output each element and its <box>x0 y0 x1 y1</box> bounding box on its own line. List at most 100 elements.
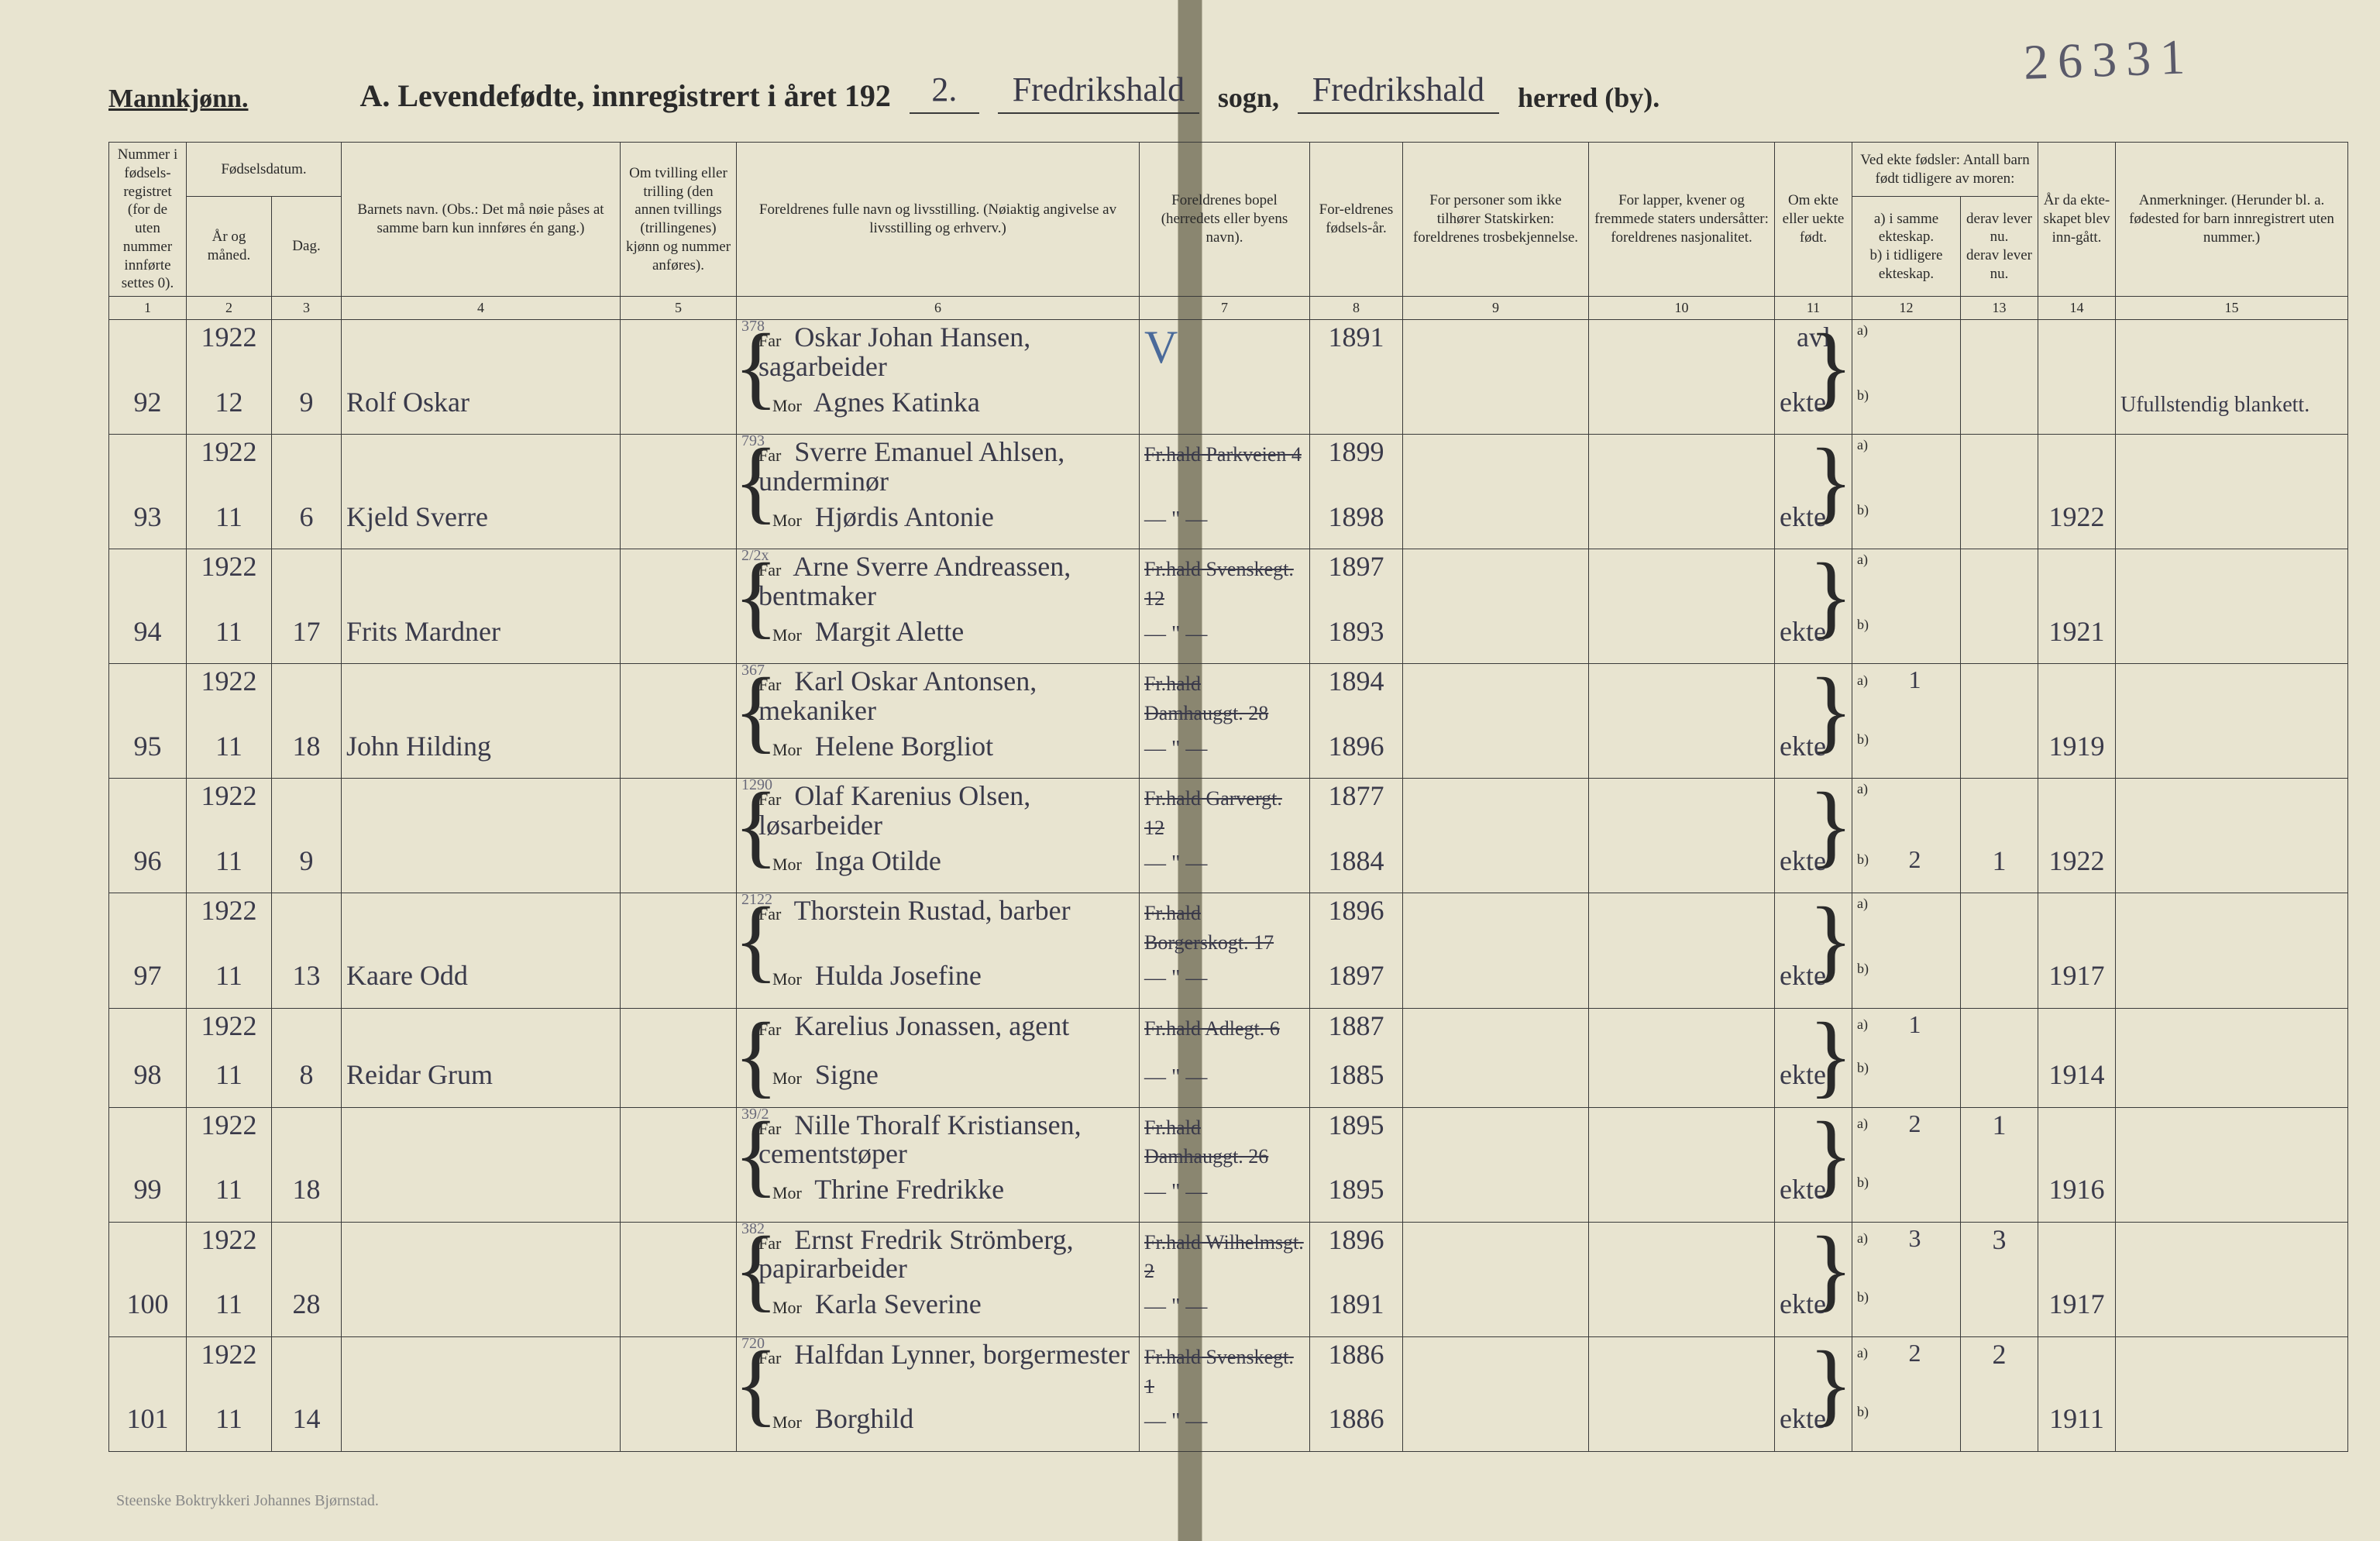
birth-day <box>272 1336 342 1402</box>
remarks <box>2116 320 2348 385</box>
child-name: Kjeld Sverre <box>342 500 621 549</box>
twin-info <box>621 893 737 958</box>
mother-birth-year: 1884 <box>1310 844 1403 893</box>
entry-row: 93116Kjeld SverreMor Hjørdis Antonie— " … <box>109 500 2348 549</box>
residence: — " — <box>1140 1287 1310 1336</box>
prev-children-a: a) <box>1852 549 1961 614</box>
col-15-head: Anmerkninger. (Herunder bl. a. fødested … <box>2116 143 2348 297</box>
entry-row: 971113Kaare OddMor Hulda Josefine— " —18… <box>109 958 2348 1008</box>
entry-number: 98 <box>109 1058 187 1107</box>
prev-children-b: b) <box>1852 1172 1961 1222</box>
table-head: Nummer i fødsels-registret (for de uten … <box>109 143 2348 320</box>
birth-year: 1922 <box>187 1336 272 1402</box>
birth-day <box>272 435 342 500</box>
colnum: 10 <box>1589 297 1775 320</box>
entry-row: 1922{2/2xFar Arne Sverre Andreassen, ben… <box>109 549 2348 614</box>
twin-info <box>621 614 737 664</box>
birth-year: 1922 <box>187 435 272 500</box>
col-9-head: For personer som ikke tilhører Statskirk… <box>1403 143 1589 297</box>
father-birth-year: 1886 <box>1310 1336 1403 1402</box>
legitimacy: } <box>1775 549 1852 614</box>
col-1-head: Nummer i fødsels-registret (for de uten … <box>109 143 187 297</box>
residence: — " — <box>1140 1402 1310 1451</box>
nationality <box>1589 1287 1775 1336</box>
birth-month: 12 <box>187 385 272 435</box>
remarks <box>2116 779 2348 844</box>
colnum: 12 <box>1852 297 1961 320</box>
remarks <box>2116 958 2348 1008</box>
entry-number: 101 <box>109 1402 187 1451</box>
col-13b: derav lever nu. <box>1966 246 2033 284</box>
father-birth-year: 1896 <box>1310 1222 1403 1287</box>
religion <box>1403 1336 1589 1402</box>
mother-birth-year: 1886 <box>1310 1402 1403 1451</box>
living-b <box>1961 614 2038 664</box>
remarks <box>2116 893 2348 958</box>
mother-birth-year: 1885 <box>1310 1058 1403 1107</box>
living-b <box>1961 1058 2038 1107</box>
birth-day: 28 <box>272 1287 342 1336</box>
birth-month: 11 <box>187 1287 272 1336</box>
entry-number: 96 <box>109 844 187 893</box>
mother-birth-year: 1897 <box>1310 958 1403 1008</box>
legitimacy: ekte <box>1775 1287 1852 1336</box>
residence: — " — <box>1140 614 1310 664</box>
religion <box>1403 1287 1589 1336</box>
birth-month: 11 <box>187 614 272 664</box>
child-name <box>342 779 621 844</box>
religion <box>1403 1008 1589 1058</box>
mother-line: Mor Thrine Fredrikke <box>737 1172 1140 1222</box>
colnum: 6 <box>737 297 1140 320</box>
entry-row: 1001128Mor Karla Severine— " —1891ekteb)… <box>109 1287 2348 1336</box>
birth-day <box>272 893 342 958</box>
entry-row: 98118Reidar GrumMor Signe— " —1885ekteb)… <box>109 1058 2348 1107</box>
entry-row: 1922{367Far Karl Oskar Antonsen, mekanik… <box>109 664 2348 729</box>
prev-children-a: a) <box>1852 320 1961 385</box>
father-line: {378Far Oskar Johan Hansen, sagarbeider <box>737 320 1140 385</box>
colnum: 3 <box>272 297 342 320</box>
father-line: {2/2xFar Arne Sverre Andreassen, bentmak… <box>737 549 1140 614</box>
living-a <box>1961 1008 2038 1058</box>
residence: Fr.hald Borgerskogt. 17 <box>1140 893 1310 958</box>
entry-row: 1922{1290Far Olaf Karenius Olsen, løsarb… <box>109 779 2348 844</box>
father-line: {793Far Sverre Emanuel Ahlsen, underminø… <box>737 435 1140 500</box>
marriage-year: 1914 <box>2038 1058 2116 1107</box>
mother-birth-year: 1893 <box>1310 614 1403 664</box>
sogn-label: sogn, <box>1218 81 1279 114</box>
child-name <box>342 664 621 729</box>
entry-number <box>109 549 187 614</box>
religion <box>1403 1172 1589 1222</box>
birth-month: 11 <box>187 1172 272 1222</box>
child-name: John Hilding <box>342 729 621 779</box>
nationality <box>1589 1058 1775 1107</box>
twin-info <box>621 385 737 435</box>
marriage-year <box>2038 1008 2116 1058</box>
mother-line: Mor Helene Borgliot <box>737 729 1140 779</box>
remarks <box>2116 1336 2348 1402</box>
prev-children-a: a) <box>1852 435 1961 500</box>
residence: Fr.hald Parkveien 4 <box>1140 435 1310 500</box>
legitimacy: ekte <box>1775 958 1852 1008</box>
mother-line: Mor Borghild <box>737 1402 1140 1451</box>
col-13-head: derav lever nu. derav lever nu. <box>1961 197 2038 297</box>
twin-info <box>621 1402 737 1451</box>
remarks <box>2116 614 2348 664</box>
mother-line: Mor Karla Severine <box>737 1287 1140 1336</box>
residence: — " — <box>1140 1172 1310 1222</box>
birth-day: 17 <box>272 614 342 664</box>
nationality <box>1589 1402 1775 1451</box>
child-name <box>342 844 621 893</box>
birth-day: 14 <box>272 1402 342 1451</box>
prev-children-b: b) <box>1852 614 1961 664</box>
birth-month: 11 <box>187 500 272 549</box>
mother-line: Mor Agnes Katinka <box>737 385 1140 435</box>
father-line: {1290Far Olaf Karenius Olsen, løsarbeide… <box>737 779 1140 844</box>
religion <box>1403 320 1589 385</box>
father-line: {720Far Halfdan Lynner, borgermester <box>737 1336 1140 1402</box>
twin-info <box>621 320 737 385</box>
col-10-head: For lapper, kvener og fremmede staters u… <box>1589 143 1775 297</box>
entry-row: 1922{2122Far Thorstein Rustad, barberFr.… <box>109 893 2348 958</box>
residence: — " — <box>1140 1058 1310 1107</box>
marriage-year: 1922 <box>2038 844 2116 893</box>
father-birth-year: 1897 <box>1310 549 1403 614</box>
